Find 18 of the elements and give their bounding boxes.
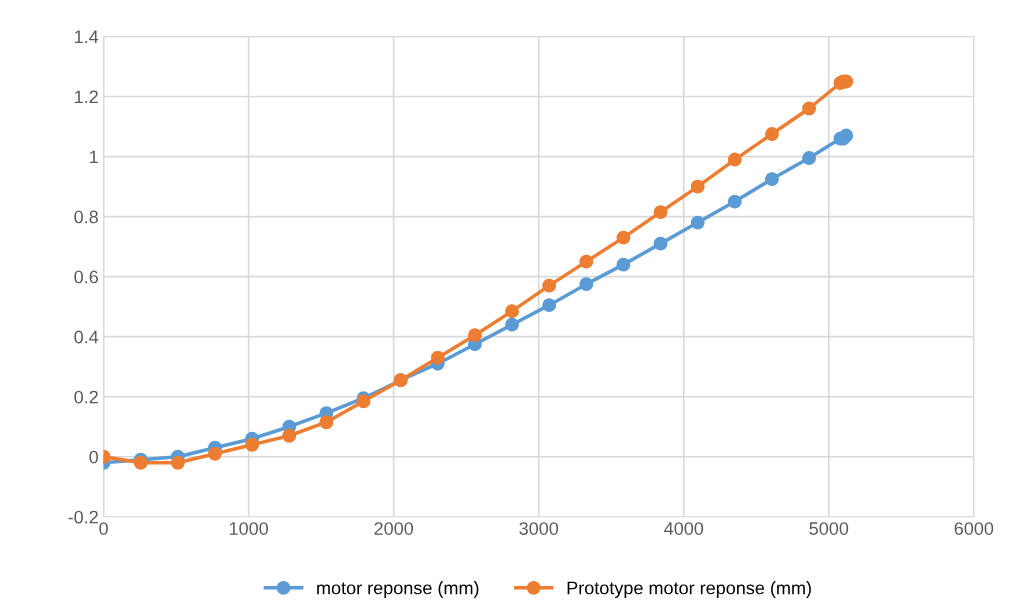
- y-tick-label: 1.2: [75, 90, 98, 104]
- x-tick-label: 2000: [374, 522, 414, 535]
- y-tick-label: 0.6: [74, 270, 98, 284]
- legend-label: motor reponse (mm): [317, 581, 479, 598]
- y-tick-label: -0.2: [68, 510, 98, 524]
- x-tick-label: 1000: [229, 522, 269, 535]
- y-tick-label: 1: [90, 150, 98, 164]
- x-tick-label: 3000: [519, 522, 559, 535]
- y-tick-label: 0.8: [74, 210, 98, 224]
- y-tick-label: 0.2: [74, 390, 98, 404]
- x-tick-label: 5000: [809, 522, 849, 535]
- x-tick-label: 4000: [664, 522, 704, 535]
- y-tick-label: 0: [89, 450, 99, 464]
- y-tick-label: 1.4: [75, 30, 99, 44]
- x-tick-label: 0: [99, 522, 108, 535]
- x-tick-label: 6000: [954, 522, 994, 535]
- y-tick-label: 0.4: [74, 330, 99, 344]
- legend-label: Prototype motor reponse (mm): [567, 581, 811, 598]
